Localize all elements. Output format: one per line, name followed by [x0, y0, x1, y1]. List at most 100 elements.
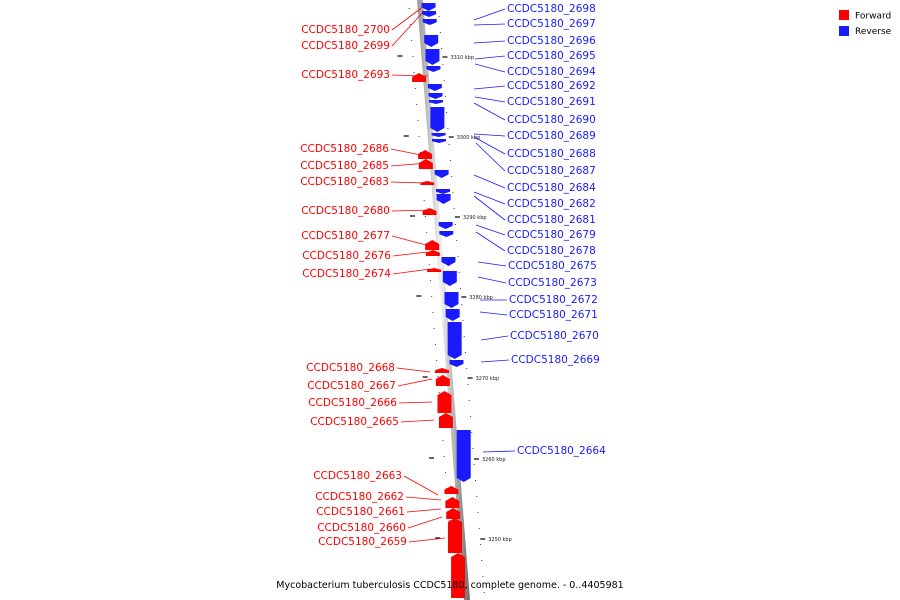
minor-tick — [448, 520, 450, 521]
forward-gene-label: CCDC5180_2662 — [315, 491, 404, 503]
reverse-gene — [444, 292, 459, 308]
minor-tick — [459, 288, 461, 289]
minor-tick — [412, 56, 414, 57]
forward-gene-label: CCDC5180_2677 — [301, 230, 390, 242]
reverse-gene — [421, 3, 436, 11]
reverse-gene — [434, 170, 449, 178]
forward-gene-label: CCDC5180_2693 — [301, 69, 390, 81]
minor-tick — [444, 96, 446, 97]
reverse-gene — [445, 309, 460, 321]
forward-leader — [403, 475, 439, 496]
minor-tick — [453, 208, 455, 209]
reverse-leader — [473, 40, 506, 44]
minor-tick — [476, 496, 478, 497]
reverse-leader — [475, 224, 506, 236]
reverse-leader — [473, 85, 506, 90]
minor-tick — [428, 264, 430, 265]
reverse-gene — [436, 194, 451, 204]
reverse-gene — [422, 19, 437, 25]
backbone-bar — [417, 0, 470, 600]
tick-label: 3260 kbp — [482, 457, 506, 463]
forward-gene — [437, 391, 452, 413]
reverse-gene-label: CCDC5180_2688 — [507, 148, 596, 160]
minor-tick — [448, 144, 450, 145]
minor-tick — [423, 200, 425, 201]
minor-tick — [439, 32, 441, 33]
reverse-gene-label: CCDC5180_2670 — [510, 330, 599, 342]
reverse-gene — [432, 139, 447, 143]
reverse-gene — [422, 11, 437, 17]
forward-gene-label: CCDC5180_2660 — [317, 522, 406, 534]
forward-leader — [405, 496, 442, 501]
minor-tick — [418, 136, 420, 137]
tick-label: 3300 kbp — [457, 135, 481, 141]
minor-tick — [442, 440, 444, 441]
minor-tick — [414, 88, 416, 89]
reverse-gene — [438, 222, 453, 229]
forward-gene — [446, 508, 461, 519]
reverse-gene — [449, 360, 464, 367]
reverse-gene — [447, 322, 462, 359]
reverse-gene — [430, 107, 445, 132]
forward-leader — [391, 209, 431, 212]
minor-tick — [417, 120, 419, 121]
tick-label: 3310 kbp — [450, 55, 474, 61]
minor-tick — [483, 592, 485, 593]
reverse-gene — [425, 49, 440, 65]
reverse-gene-label: CCDC5180_2691 — [507, 96, 596, 108]
reverse-gene — [441, 257, 456, 266]
forward-leader — [391, 235, 427, 246]
reverse-gene-label: CCDC5180_2671 — [509, 309, 598, 321]
reverse-leader — [473, 133, 506, 137]
reverse-gene-label: CCDC5180_2684 — [507, 182, 596, 194]
minor-tick — [426, 232, 428, 233]
genome-caption: Mycobacterium tuberculosis CCDC5180, com… — [276, 580, 623, 591]
reverse-gene-label: CCDC5180_2673 — [508, 277, 597, 289]
legend: Forward Reverse — [839, 10, 892, 37]
reverse-leader — [473, 8, 506, 21]
minor-tick — [463, 336, 465, 337]
forward-gene-label: CCDC5180_2676 — [302, 250, 391, 262]
minor-tick — [411, 40, 413, 41]
minor-tick — [454, 224, 456, 225]
forward-gene — [447, 518, 462, 553]
forward-gene-label: CCDC5180_2685 — [300, 160, 389, 172]
minor-tick — [481, 560, 483, 561]
forward-gene-label: CCDC5180_2661 — [316, 506, 405, 518]
minor-tick — [447, 128, 449, 129]
forward-gene-label: CCDC5180_2680 — [301, 205, 390, 217]
gene-labels: CCDC5180_2698 CCDC5180_2697 CCDC5180_2696 C… — [300, 3, 606, 548]
forward-gene — [445, 497, 460, 508]
reverse-gene — [428, 100, 443, 104]
reverse-leader — [474, 96, 506, 103]
minor-tick — [473, 464, 475, 465]
forward-gene — [435, 368, 450, 373]
reverse-gene — [426, 66, 441, 72]
forward-gene-label: CCDC5180_2665 — [310, 416, 399, 428]
minor-tick — [438, 392, 440, 393]
forward-gene-label: CCDC5180_2700 — [301, 24, 390, 36]
reverse-leader — [474, 63, 506, 73]
forward-gene — [420, 181, 435, 185]
legend-forward-label: Forward — [855, 12, 891, 22]
forward-gene — [425, 250, 440, 256]
reverse-gene-label: CCDC5180_2679 — [507, 229, 596, 241]
minor-tick — [441, 48, 443, 49]
reverse-leader — [473, 23, 506, 26]
reverse-gene — [424, 35, 439, 47]
forward-gene — [444, 486, 459, 494]
minor-tick — [456, 240, 458, 241]
forward-leader — [400, 419, 435, 423]
tick-label: 3280 kbp — [469, 295, 493, 301]
forward-gene — [418, 159, 433, 169]
reverse-gene — [442, 271, 457, 286]
reverse-gene-label: CCDC5180_2697 — [507, 18, 596, 30]
reverse-leader — [473, 174, 506, 189]
reverse-gene — [456, 430, 471, 482]
forward-gene-label: CCDC5180_2666 — [308, 397, 397, 409]
minor-tick — [446, 112, 448, 113]
forward-gene-label: CCDC5180_2659 — [318, 536, 407, 548]
reverse-gene — [427, 84, 442, 91]
reverse-gene-label: CCDC5180_2675 — [508, 260, 597, 272]
